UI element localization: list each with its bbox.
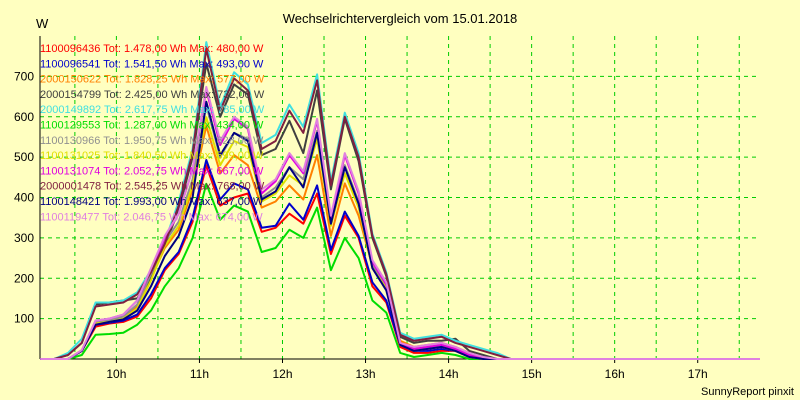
- legend-entry-2000001478: 2000001478 Tot: 2.545,25 Wh Max: 768,00 …: [40, 181, 265, 193]
- legend-entry-1100130966: 1100130966 Tot: 1.950,75 Wh Max: 628,00 …: [40, 135, 264, 147]
- x-tick-label: 11h: [190, 367, 209, 381]
- y-axis-label: W: [36, 16, 49, 31]
- legend: 1100096436 Tot: 1.478,00 Wh Max: 480,00 …: [40, 43, 265, 223]
- y-tick-label: 300: [14, 231, 34, 245]
- y-tick-label: 100: [14, 312, 34, 326]
- legend-entry-2000149892: 2000149892 Tot: 2.617,75 Wh Max: 785,00 …: [40, 104, 265, 116]
- x-tick-label: 13h: [356, 367, 376, 381]
- legend-entry-1100096436: 1100096436 Tot: 1.478,00 Wh Max: 480,00 …: [40, 43, 264, 55]
- y-tick-label: 400: [14, 191, 34, 205]
- y-tick-label: 200: [14, 271, 34, 285]
- series-lines: [40, 41, 760, 360]
- x-tick-label: 14h: [439, 367, 459, 381]
- x-tick-label: 12h: [272, 367, 292, 381]
- y-tick-label: 600: [14, 110, 34, 124]
- legend-entry-1100096541: 1100096541 Tot: 1.541,50 Wh Max: 493,00 …: [40, 58, 264, 70]
- footer-credit: SunnyReport pinxit: [701, 386, 794, 398]
- x-tick-label: 15h: [522, 367, 542, 381]
- legend-entry-1100119477: 1100119477 Tot: 2.046,75 Wh Max: 674,00 …: [40, 211, 263, 223]
- chart-title: Wechselrichtervergleich vom 15.01.2018: [283, 11, 518, 26]
- legend-entry-2000150622: 2000150622 Tot: 1.828,25 Wh Max: 577,00 …: [40, 74, 265, 86]
- y-tick-label: 500: [14, 150, 34, 164]
- legend-entry-2000154799: 2000154799 Tot: 2.425,00 Wh Max: 732,00 …: [40, 89, 265, 101]
- axes: 100 200 300 400 500 600 700 10h 11h 12h 13h 14h 15h 1…: [14, 36, 760, 381]
- x-tick-label: 17h: [688, 367, 708, 381]
- legend-entry-1100131074: 1100131074 Tot: 2.052,75 Wh Max: 667,00 …: [40, 165, 264, 177]
- x-tick-label: 10h: [106, 367, 126, 381]
- y-tick-label: 700: [14, 69, 34, 83]
- legend-entry-1100129553: 1100129553 Tot: 1.287,00 Wh Max: 434,00 …: [40, 120, 264, 132]
- x-tick-label: 16h: [605, 367, 625, 381]
- legend-entry-1100148421: 1100148421 Tot: 1.993,00 Wh Max: 637,00 …: [40, 196, 264, 208]
- legend-entry-1100131025: 1100131025 Tot: 1.840,50 Wh Max: 599,00 …: [40, 150, 264, 162]
- series-line-1100119477: [40, 85, 760, 360]
